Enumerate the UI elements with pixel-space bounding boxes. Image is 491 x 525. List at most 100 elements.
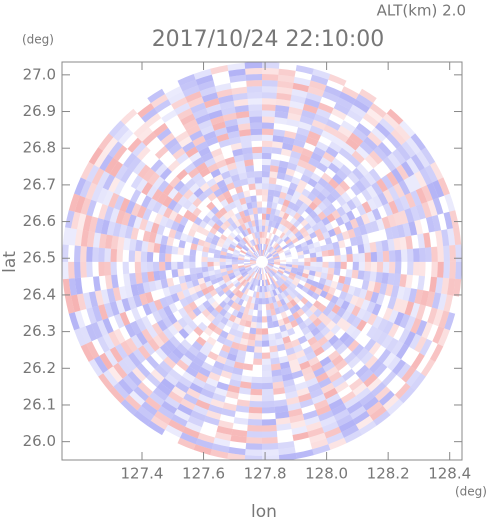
- radar-cell: [246, 202, 253, 210]
- radar-cell: [230, 373, 242, 382]
- radar-cell: [275, 411, 290, 419]
- radar-cell: [113, 180, 126, 196]
- radar-cell: [125, 337, 138, 353]
- radar-cell: [224, 289, 232, 297]
- radar-cell: [269, 165, 279, 173]
- radar-cell: [285, 254, 292, 258]
- radar-cell: [299, 226, 307, 235]
- radar-cell: [437, 246, 444, 262]
- radar-cell: [232, 367, 244, 376]
- radar-cell: [283, 249, 291, 254]
- radar-cell: [268, 284, 273, 292]
- radar-cell: [382, 394, 400, 411]
- radar-cell: [430, 161, 444, 180]
- radar-cell: [270, 308, 277, 316]
- radar-cell: [242, 280, 249, 287]
- radar-cell: [272, 320, 280, 328]
- radar-cell: [141, 182, 153, 196]
- radar-cell: [270, 269, 276, 275]
- radar-cell: [165, 245, 173, 254]
- radar-cell: [311, 393, 326, 405]
- radar-cell: [113, 195, 125, 211]
- radar-cell: [74, 310, 86, 329]
- radar-cell: [394, 124, 411, 142]
- radar-cell: [271, 147, 282, 155]
- radar-cell: [340, 213, 350, 224]
- radar-cell: [154, 145, 169, 160]
- radar-cell: [147, 271, 155, 282]
- radar-cell: [201, 152, 214, 163]
- radar-cell: [182, 288, 191, 298]
- radar-cell: [381, 239, 389, 252]
- radar-cell: [375, 122, 391, 138]
- radar-cell: [356, 204, 367, 216]
- radar-cell: [311, 292, 320, 301]
- radar-cell: [282, 335, 291, 344]
- radar-cell: [207, 257, 214, 262]
- radar-cell: [313, 366, 326, 378]
- radar-cell: [218, 237, 226, 244]
- radar-cell: [244, 62, 262, 69]
- radar-cell: [301, 326, 311, 336]
- radar-cell: [91, 168, 105, 186]
- radar-cell: [219, 265, 227, 270]
- radar-cell: [322, 207, 332, 217]
- radar-cell: [282, 212, 290, 220]
- radar-cell: [243, 244, 250, 251]
- radar-cell: [381, 216, 391, 229]
- radar-cell: [285, 347, 296, 356]
- radar-cell: [206, 336, 217, 346]
- radar-cell: [449, 210, 459, 229]
- radar-cell: [213, 188, 223, 198]
- radar-cell: [302, 269, 310, 275]
- radar-cell: [220, 199, 229, 208]
- radar-cell: [427, 307, 438, 325]
- radar-cell: [270, 159, 280, 167]
- radar-cell: [237, 123, 251, 131]
- radar-cell: [251, 255, 258, 259]
- radar-cell: [150, 415, 169, 430]
- radar-cell: [398, 328, 411, 344]
- radar-cell: [189, 130, 204, 142]
- radar-cell: [243, 258, 251, 261]
- radar-cell: [257, 244, 260, 251]
- radar-cell: [272, 242, 278, 248]
- radar-cell: [347, 155, 361, 168]
- radar-cell: [367, 280, 376, 292]
- radar-cell: [161, 400, 178, 415]
- radar-cell: [267, 189, 275, 197]
- radar-cell: [318, 377, 332, 389]
- radar-cell: [207, 219, 216, 228]
- radar-cell: [220, 268, 227, 273]
- radar-cell: [177, 108, 193, 121]
- radar-cell: [100, 219, 110, 235]
- radar-cell: [292, 82, 310, 93]
- radar-cell: [316, 233, 325, 242]
- radar-cell: [347, 285, 356, 296]
- radar-cell: [270, 357, 280, 365]
- radar-cell: [315, 266, 323, 273]
- radar-cell: [203, 276, 211, 283]
- x-axis-label: lon: [251, 502, 277, 521]
- radar-cell: [86, 307, 97, 325]
- radar-cell: [241, 313, 248, 321]
- radar-cell: [262, 152, 272, 160]
- radar-cell: [115, 164, 128, 181]
- radar-cell: [157, 331, 170, 344]
- radar-cell: [227, 384, 240, 394]
- radar-cell: [147, 241, 155, 253]
- radar-cell: [254, 346, 262, 353]
- radar-cell: [251, 315, 258, 323]
- radar-cell: [273, 263, 281, 266]
- radar-cell: [168, 391, 184, 404]
- radar-cell: [233, 270, 241, 275]
- radar-cell: [210, 206, 220, 215]
- radar-cell: [437, 293, 447, 311]
- radar-cell: [244, 281, 250, 289]
- radar-cell: [109, 301, 120, 316]
- radar-cell: [155, 347, 168, 361]
- radar-cell: [266, 244, 270, 251]
- radar-cell: [241, 375, 252, 383]
- radar-cell: [185, 146, 199, 158]
- radar-cell: [231, 256, 239, 260]
